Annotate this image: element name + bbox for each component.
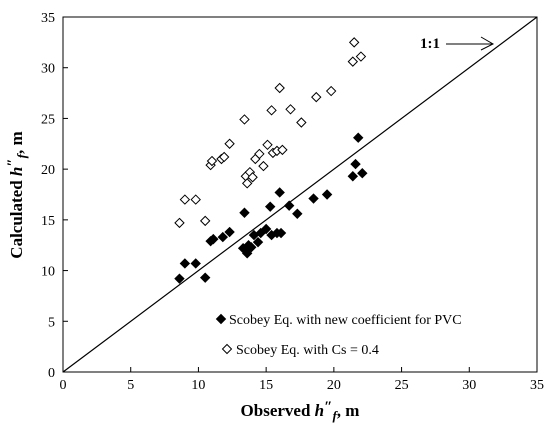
x-tick-label: 30 bbox=[462, 378, 476, 393]
data-point-filled-diamond bbox=[174, 273, 185, 284]
data-point-open-diamond bbox=[285, 104, 296, 115]
data-point-filled-diamond bbox=[264, 201, 276, 212]
x-tick-label: 5 bbox=[127, 378, 134, 393]
data-point-filled-diamond bbox=[350, 158, 361, 170]
data-point-filled-diamond bbox=[353, 132, 364, 143]
plot-area-frame bbox=[62, 16, 538, 373]
data-point-filled-diamond bbox=[308, 193, 319, 204]
legend-marker-filled-diamond-icon bbox=[215, 313, 227, 325]
legend-marker-open-diamond-icon bbox=[221, 343, 233, 355]
data-point-open-diamond bbox=[179, 194, 191, 205]
data-point-open-diamond bbox=[254, 148, 265, 160]
data-point-open-diamond bbox=[347, 56, 359, 67]
data-point-filled-diamond bbox=[283, 200, 295, 211]
x-tick-label: 25 bbox=[395, 378, 409, 393]
y-tick-label: 0 bbox=[48, 366, 55, 381]
y-tick-label: 5 bbox=[48, 315, 55, 330]
data-point-open-diamond bbox=[247, 172, 258, 183]
data-point-filled-diamond bbox=[260, 223, 272, 235]
y-tick-label: 15 bbox=[41, 214, 55, 229]
data-point-filled-diamond bbox=[217, 231, 229, 243]
open-diamond-icon bbox=[221, 343, 233, 355]
x-axis-title-prefix: Observed bbox=[241, 401, 315, 420]
data-point-filled-diamond bbox=[208, 233, 219, 245]
data-points bbox=[174, 37, 368, 284]
one-to-one-line bbox=[62, 16, 538, 373]
y-axis-title: Calculated h″f, m bbox=[5, 131, 29, 258]
data-point-filled-diamond bbox=[246, 242, 257, 253]
data-point-open-diamond bbox=[348, 37, 360, 48]
x-tick-label: 35 bbox=[530, 378, 544, 393]
data-point-open-diamond bbox=[241, 178, 253, 189]
legend: Scobey Eq. with new coefficient for PVC … bbox=[215, 313, 462, 358]
x-tick-label: 20 bbox=[327, 378, 341, 393]
data-point-filled-diamond bbox=[179, 258, 191, 269]
data-point-open-diamond bbox=[224, 138, 235, 149]
data-point-open-diamond bbox=[190, 194, 201, 205]
data-point-filled-diamond bbox=[292, 208, 303, 219]
y-axis-ticks: 0 5 10 15 20 25 30 35 bbox=[41, 11, 68, 381]
data-point-open-diamond bbox=[239, 114, 250, 125]
filled-diamond-icon bbox=[215, 313, 227, 325]
data-point-open-diamond bbox=[174, 217, 185, 229]
x-axis-title-sup: ″ bbox=[324, 399, 332, 415]
legend-label-series-2: Scobey Eq. with Cs = 0.4 bbox=[236, 343, 379, 358]
y-axis-title-sup: ″ bbox=[5, 158, 21, 166]
data-point-open-diamond bbox=[311, 91, 322, 103]
data-point-filled-diamond bbox=[275, 227, 287, 239]
data-point-filled-diamond bbox=[224, 226, 235, 238]
data-point-open-diamond bbox=[262, 139, 273, 151]
y-tick-label: 25 bbox=[41, 112, 55, 127]
x-axis-ticks: 0 5 10 15 20 25 30 35 bbox=[60, 367, 544, 393]
x-tick-label: 15 bbox=[259, 378, 273, 393]
legend-label-series-1: Scobey Eq. with new coefficient for PVC bbox=[229, 313, 462, 328]
y-axis-title-prefix: Calculated bbox=[7, 176, 26, 259]
data-point-open-diamond bbox=[218, 151, 230, 163]
data-point-filled-diamond bbox=[347, 171, 359, 182]
x-axis-title-var: h bbox=[315, 401, 324, 420]
data-point-filled-diamond bbox=[252, 236, 264, 248]
data-point-open-diamond bbox=[296, 117, 307, 128]
data-point-open-diamond bbox=[277, 144, 288, 156]
data-point-filled-diamond bbox=[321, 189, 333, 200]
data-point-filled-diamond bbox=[199, 272, 211, 283]
y-axis-title-var: h bbox=[7, 167, 26, 176]
y-tick-label: 20 bbox=[41, 163, 55, 178]
data-point-open-diamond bbox=[355, 51, 367, 62]
data-point-filled-diamond bbox=[190, 258, 201, 269]
data-point-open-diamond bbox=[258, 160, 269, 172]
data-point-filled-diamond bbox=[274, 187, 285, 198]
data-point-open-diamond bbox=[206, 155, 218, 167]
data-point-filled-diamond bbox=[241, 248, 253, 259]
x-tick-label: 10 bbox=[191, 378, 205, 393]
y-tick-label: 10 bbox=[41, 265, 55, 280]
x-axis-title-suffix: , m bbox=[337, 401, 360, 420]
y-axis-title-sub: f bbox=[14, 152, 29, 158]
data-point-open-diamond bbox=[266, 105, 277, 116]
y-tick-label: 35 bbox=[41, 11, 55, 26]
y-tick-label: 30 bbox=[41, 62, 55, 77]
arrow-head-icon bbox=[480, 36, 495, 51]
data-point-open-diamond bbox=[325, 85, 337, 97]
x-axis-title-sub: f bbox=[332, 408, 338, 423]
data-point-open-diamond bbox=[274, 82, 285, 94]
y-axis-title-suffix: , m bbox=[7, 131, 26, 154]
one-to-one-label: 1:1 bbox=[420, 36, 440, 52]
x-axis-title: Observed h″f, m bbox=[241, 399, 360, 423]
data-point-filled-diamond bbox=[357, 167, 368, 179]
data-point-open-diamond bbox=[199, 215, 211, 227]
data-point-filled-diamond bbox=[239, 207, 250, 218]
x-tick-label: 0 bbox=[60, 378, 67, 393]
